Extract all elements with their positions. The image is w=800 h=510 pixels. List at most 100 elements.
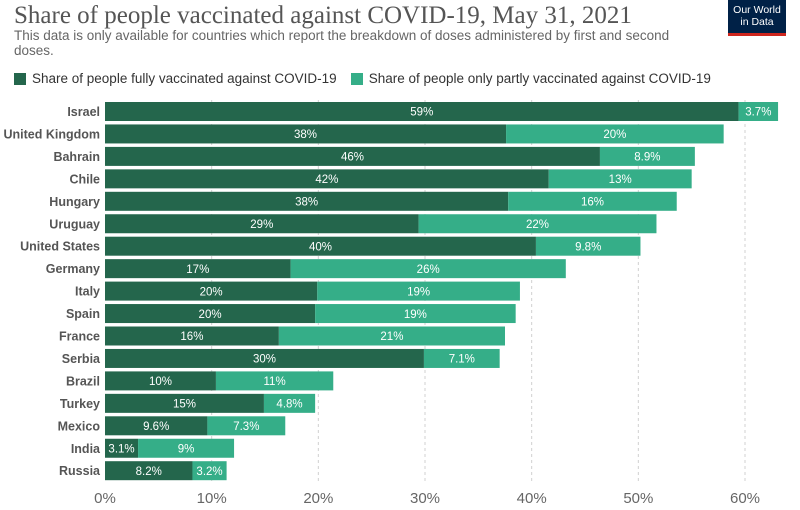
bar-label-partial: 3.2% bbox=[196, 466, 222, 478]
bar-label-partial: 19% bbox=[404, 309, 427, 321]
bar-full bbox=[105, 102, 739, 121]
category-label: Serbia bbox=[62, 352, 101, 366]
category-label: Israel bbox=[67, 105, 100, 119]
bar-label-partial: 7.3% bbox=[233, 421, 259, 433]
bar-full bbox=[105, 348, 424, 368]
bar-partial bbox=[207, 416, 286, 436]
bar-label-partial: 20% bbox=[603, 129, 626, 141]
category-label: Hungary bbox=[49, 195, 100, 209]
bar-label-full: 16% bbox=[180, 331, 203, 343]
bar-full bbox=[105, 191, 509, 211]
bar-label-partial: 4.8% bbox=[276, 399, 302, 411]
bar-label-full: 38% bbox=[294, 129, 317, 141]
bar-full bbox=[105, 326, 279, 346]
bar-partial bbox=[423, 348, 500, 368]
x-tick-label: 60% bbox=[730, 490, 760, 507]
bar-partial bbox=[508, 191, 677, 211]
bar-partial bbox=[506, 124, 724, 144]
bar-label-full: 29% bbox=[250, 219, 273, 231]
category-label: United States bbox=[20, 240, 100, 254]
bar-label-full: 40% bbox=[309, 241, 332, 253]
category-label: Italy bbox=[75, 285, 100, 299]
bar-full bbox=[105, 169, 549, 189]
chart-subtitle: This data is only available for countrie… bbox=[14, 28, 670, 58]
legend-label-full: Share of people fully vaccinated against… bbox=[32, 71, 337, 86]
bar-label-partial: 19% bbox=[407, 286, 430, 298]
logo-line-2: in Data bbox=[740, 16, 774, 28]
bar-full bbox=[105, 393, 264, 413]
bar-label-full: 42% bbox=[315, 174, 338, 186]
bar-label-partial: 22% bbox=[526, 219, 549, 231]
bar-label-partial: 11% bbox=[264, 376, 286, 388]
x-tick-label: 40% bbox=[517, 490, 547, 507]
bar-label-full: 20% bbox=[200, 286, 223, 298]
x-tick-label: 30% bbox=[410, 490, 440, 507]
bar-partial bbox=[278, 326, 505, 346]
bar-label-partial: 9.8% bbox=[575, 241, 601, 253]
bar-partial bbox=[138, 438, 235, 458]
bar-label-partial: 26% bbox=[417, 264, 440, 276]
bar-label-full: 9.6% bbox=[143, 421, 169, 433]
bar-partial bbox=[535, 236, 641, 256]
bar-label-full: 38% bbox=[295, 197, 318, 209]
logo-accent-bar bbox=[728, 33, 786, 36]
legend-label-partial: Share of people only partly vaccinated a… bbox=[368, 71, 711, 86]
x-tick-label: 10% bbox=[197, 490, 227, 507]
bar-full bbox=[105, 438, 139, 458]
bar-label-full: 30% bbox=[253, 354, 276, 366]
category-label: Germany bbox=[46, 262, 100, 276]
category-label: Russia bbox=[59, 464, 101, 478]
bar-label-full: 59% bbox=[410, 107, 433, 119]
bar-label-full: 20% bbox=[199, 309, 222, 321]
legend-item-partial[interactable]: Share of people only partly vaccinated a… bbox=[350, 71, 711, 86]
bar-label-partial: 16% bbox=[581, 197, 604, 209]
x-tick-label: 0% bbox=[94, 490, 116, 507]
bar-label-full: 17% bbox=[186, 264, 209, 276]
bar-label-partial: 8.9% bbox=[634, 152, 660, 164]
legend-swatch-full bbox=[14, 72, 26, 85]
bar-partial bbox=[263, 393, 316, 413]
bar-partial bbox=[738, 102, 779, 121]
bar-label-partial: 7.1% bbox=[449, 354, 475, 366]
bar-label-partial: 21% bbox=[380, 331, 403, 343]
bar-partial bbox=[192, 461, 227, 481]
bar-label-partial: 13% bbox=[609, 174, 632, 186]
bar-full bbox=[105, 416, 208, 436]
legend-item-full[interactable]: Share of people fully vaccinated against… bbox=[14, 71, 337, 86]
category-label: Mexico bbox=[58, 419, 101, 433]
bar-full bbox=[105, 259, 291, 279]
category-label: France bbox=[59, 330, 100, 344]
bar-full bbox=[105, 461, 193, 481]
bar-partial bbox=[215, 371, 334, 391]
bar-partial bbox=[290, 259, 566, 279]
bar-label-full: 46% bbox=[341, 152, 364, 164]
category-label: India bbox=[71, 442, 101, 456]
bar-partial bbox=[418, 214, 657, 234]
bar-full bbox=[105, 146, 600, 166]
logo-line-1: Our World bbox=[733, 4, 781, 16]
legend: Share of people fully vaccinated against… bbox=[14, 71, 711, 86]
bar-label-partial: 9% bbox=[178, 443, 195, 455]
bar-label-full: 8.2% bbox=[136, 466, 162, 478]
category-label: United Kingdom bbox=[3, 127, 100, 141]
x-tick-label: 50% bbox=[623, 490, 653, 507]
category-label: Spain bbox=[66, 307, 100, 321]
bar-label-full: 3.1% bbox=[108, 443, 134, 455]
bar-full bbox=[105, 124, 507, 144]
legend-swatch-partial bbox=[350, 72, 363, 85]
bar-full bbox=[105, 214, 419, 234]
category-label: Bahrain bbox=[53, 150, 100, 164]
bar-partial bbox=[599, 146, 695, 166]
category-label: Uruguay bbox=[49, 217, 100, 231]
category-label: Chile bbox=[69, 172, 100, 186]
bar-full bbox=[105, 236, 536, 256]
bar-label-partial: 3.7% bbox=[745, 107, 771, 119]
owid-logo[interactable]: Our World in Data bbox=[728, 0, 786, 36]
bar-full bbox=[105, 371, 216, 391]
category-label: Brazil bbox=[66, 374, 100, 388]
bar-partial bbox=[317, 281, 520, 301]
bar-partial bbox=[315, 304, 516, 324]
chart-title: Share of people vaccinated against COVID… bbox=[14, 2, 632, 29]
bar-full bbox=[105, 281, 318, 301]
